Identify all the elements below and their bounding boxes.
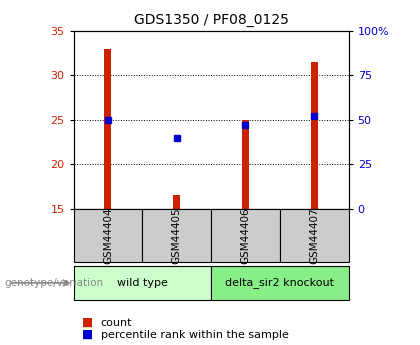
Bar: [242, 120, 249, 209]
Text: GSM44406: GSM44406: [240, 207, 250, 264]
Bar: [311, 62, 318, 209]
Title: GDS1350 / PF08_0125: GDS1350 / PF08_0125: [134, 13, 289, 27]
Bar: [105, 49, 111, 209]
Bar: [280, 209, 349, 262]
Text: GSM44404: GSM44404: [103, 207, 113, 264]
Text: ■: ■: [82, 316, 93, 329]
Text: ■: ■: [82, 328, 93, 341]
Bar: [211, 266, 349, 300]
Bar: [74, 266, 211, 300]
Bar: [142, 209, 211, 262]
Text: genotype/variation: genotype/variation: [4, 278, 103, 288]
Bar: [74, 209, 142, 262]
Text: delta_sir2 knockout: delta_sir2 knockout: [225, 277, 334, 288]
Text: GSM44407: GSM44407: [309, 207, 319, 264]
Text: percentile rank within the sample: percentile rank within the sample: [101, 330, 289, 339]
Bar: [173, 195, 180, 209]
Text: wild type: wild type: [117, 278, 168, 288]
Bar: [211, 209, 280, 262]
Text: count: count: [101, 318, 132, 327]
Text: GSM44405: GSM44405: [172, 207, 182, 264]
